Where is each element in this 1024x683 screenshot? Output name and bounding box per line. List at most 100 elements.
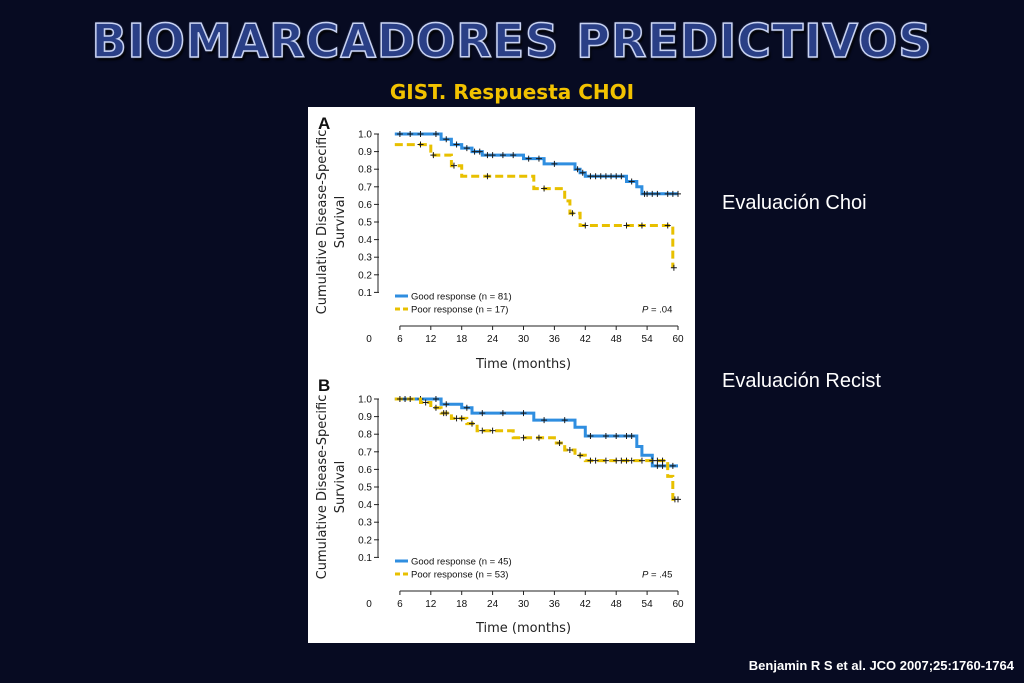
panel-a-series-good-censor-mark — [675, 190, 681, 197]
panel-a-series-good-censor-mark — [499, 152, 506, 159]
panel-a-series-poor-censor-mark — [541, 185, 548, 192]
panel-a-series-poor-censor-mark — [670, 264, 677, 271]
panel-b-ytick-label: 0.7 — [358, 447, 372, 458]
panel-b-xtick-label: 60 — [672, 599, 684, 610]
panel-a-series-poor-censor-mark — [582, 222, 589, 229]
panel-a-series-poor-censor-mark — [569, 210, 576, 217]
panel-a-xlabel: Time (months) — [475, 357, 571, 372]
panel-b-ytick-label: 0.1 — [358, 553, 372, 564]
panel-b-xtick-label: 0 — [366, 599, 372, 610]
panel-a-ytick-label: 0.7 — [358, 182, 372, 193]
panel-a-ytick-label: 0.8 — [358, 165, 372, 176]
panel-b-series-poor-censor-mark — [638, 457, 645, 464]
panel-b-series-poor-censor-mark — [469, 420, 475, 427]
panel-b-series-poor-censor-mark — [618, 457, 625, 464]
panel-b-series-poor-censor-mark — [520, 434, 527, 441]
label-choi: Evaluación Choi — [722, 192, 867, 214]
panel-b-series-poor-censor-mark — [654, 457, 661, 464]
panel-a-series-good-censor-mark — [525, 155, 532, 162]
panel-b-series-poor-censor-mark — [659, 457, 666, 464]
panel-b-series-good-censor-mark — [623, 432, 630, 439]
panel-a-series-good-censor-mark — [476, 148, 483, 155]
panel-b-ytick-label: 0.6 — [358, 465, 372, 476]
panel-a-series-good-censor-mark — [535, 155, 542, 162]
panel-b-label: B — [318, 376, 330, 395]
panel-a-legend-label-poor: Poor response (n = 17) — [411, 305, 508, 316]
panel-a-series-good-censor-mark — [396, 131, 403, 137]
panel-b-legend-label-poor: Poor response (n = 53) — [411, 570, 508, 581]
panel-b-series-poor-censor-mark — [613, 457, 620, 464]
panel-a-xtick-label: 24 — [487, 334, 499, 345]
panel-a-series-good-censor-mark — [471, 148, 478, 155]
panel-a-series-poor-censor-mark — [417, 141, 424, 148]
panel-b-xtick-label: 18 — [456, 599, 468, 610]
panel-b-ylabel-line2: Survival — [333, 461, 348, 513]
panel-a-series-good-censor-mark — [613, 173, 620, 180]
panel-b-series-good-censor-mark — [499, 410, 506, 417]
panel-b-ytick-label: 0.9 — [358, 412, 372, 423]
panel-b-ytick-label: 0.8 — [358, 430, 372, 441]
panel-b-series-poor-censor-mark — [592, 457, 599, 464]
panel-b-series-good-censor-mark — [479, 410, 486, 417]
km-figure: A Cumulative Disease-Specific Survival 0.1 0… — [308, 107, 695, 643]
panel-b-series-poor-censor-mark — [556, 440, 563, 446]
panel-a-series-good-censor-mark — [510, 152, 517, 159]
panel-b-ytick-label: 1.0 — [358, 395, 372, 406]
panel-b-xtick-label: 12 — [425, 599, 437, 610]
panel-b-xtick-label: 54 — [642, 599, 654, 610]
panel-a-series-good-censor-mark — [432, 131, 439, 137]
slide-subtitle: GIST. Respuesta CHOI — [389, 80, 635, 104]
panel-b-xtick-label: 24 — [487, 599, 499, 610]
panel-b-series-poor-censor-mark — [489, 427, 496, 434]
panel-b-series-poor-censor-mark — [396, 396, 403, 402]
panel-a-series-good-censor-mark — [443, 136, 450, 143]
panel-b-xlabel: Time (months) — [475, 621, 571, 636]
panel-a-p-value: P = .04 — [642, 305, 672, 316]
panel-b-series-poor-censor-mark — [422, 399, 429, 406]
panel-a-series-good-censor-mark — [551, 160, 558, 167]
panel-b-xtick-label: 42 — [580, 599, 592, 610]
panel-b-legend-label-good: Good response (n = 45) — [411, 557, 512, 568]
panel-a-xtick-label: 48 — [611, 334, 623, 345]
panel-a-series-poor-censor-mark — [430, 152, 437, 159]
panel-b-series-good-censor-mark — [659, 462, 666, 469]
panel-b-series-poor-line — [394, 397, 678, 501]
panel-a-ytick-label: 0.4 — [358, 235, 372, 246]
panel-b-series-good-censor-mark — [463, 404, 470, 411]
panel-b-ytick-label: 0.5 — [358, 483, 372, 494]
panel-b-series-good-line — [394, 397, 678, 468]
panel-a-series-poor-line — [394, 143, 675, 268]
citation: Benjamin R S et al. JCO 2007;25:1760-176… — [748, 658, 1014, 673]
panel-a-series-good-censor-mark — [608, 173, 615, 180]
panel-a-series-good-censor-mark — [654, 190, 661, 197]
panel-b-ytick-label: 0.4 — [358, 500, 372, 511]
panel-b-xtick-label: 48 — [611, 599, 623, 610]
panel-a-label: A — [318, 114, 330, 133]
panel-a-series-good-censor-mark — [602, 173, 609, 180]
panel-a-ytick-label: 0.5 — [358, 218, 372, 229]
panel-b-series-good-censor-mark — [561, 417, 568, 424]
panel-a-xtick-label: 18 — [456, 334, 468, 345]
panel-a-series-poor-censor-mark — [638, 222, 645, 229]
panel-a-series-poor-censor-mark — [664, 222, 671, 229]
panel-a-series-good-censor-mark — [644, 190, 651, 197]
panel-b-ylabel-line1: Cumulative Disease-Specific — [315, 395, 330, 580]
panel-a-ytick-label: 0.2 — [358, 270, 372, 281]
slide-title: BIOMARCADORES PREDICTIVOS — [91, 13, 933, 69]
panel-b-xtick-label: 30 — [518, 599, 530, 610]
panel-b-series-good-censor-mark — [654, 462, 661, 469]
panel-b-series-good-censor-mark — [520, 410, 527, 417]
panel-a-ytick-label: 0.6 — [358, 200, 372, 211]
panel-b-series-good-censor-mark — [432, 396, 439, 402]
panel-a-ylabel-line1: Cumulative Disease-Specific — [315, 130, 330, 315]
panel-b-xtick-label: 6 — [397, 599, 403, 610]
panel-b-series-poor-censor-mark — [443, 410, 450, 417]
panel-a-ytick-label: 0.9 — [358, 147, 372, 158]
panel-a-series-good-censor-mark — [669, 190, 676, 197]
panel-b-series-good-censor-mark — [628, 432, 635, 439]
panel-b-xtick-label: 36 — [549, 599, 561, 610]
panel-a-xtick-label: 0 — [366, 334, 372, 345]
panel-b-series-good-censor-mark — [443, 401, 450, 408]
panel-b-p-value: P = .45 — [642, 570, 672, 581]
